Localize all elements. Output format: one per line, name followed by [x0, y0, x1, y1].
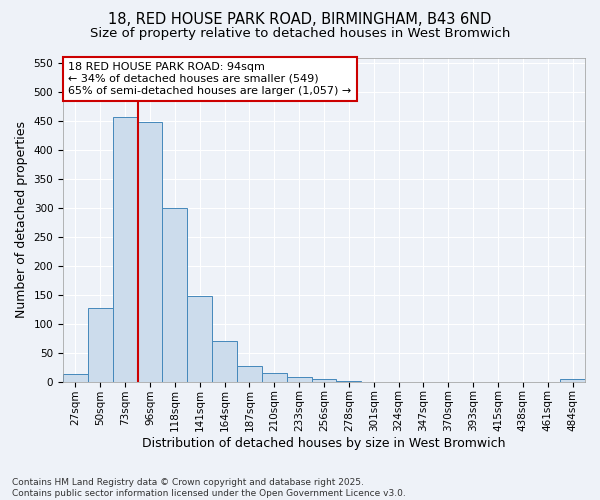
Bar — [311, 380, 337, 382]
X-axis label: Distribution of detached houses by size in West Bromwich: Distribution of detached houses by size … — [142, 437, 506, 450]
Text: 18, RED HOUSE PARK ROAD, BIRMINGHAM, B43 6ND: 18, RED HOUSE PARK ROAD, BIRMINGHAM, B43… — [109, 12, 491, 28]
Bar — [337, 381, 361, 382]
Text: Size of property relative to detached houses in West Bromwich: Size of property relative to detached ho… — [90, 28, 510, 40]
Bar — [137, 122, 163, 382]
Bar — [287, 377, 311, 382]
Bar — [63, 374, 88, 382]
Bar — [560, 379, 585, 382]
Bar — [187, 296, 212, 382]
Bar — [88, 308, 113, 382]
Bar — [262, 373, 287, 382]
Bar — [163, 208, 187, 382]
Text: 18 RED HOUSE PARK ROAD: 94sqm
← 34% of detached houses are smaller (549)
65% of : 18 RED HOUSE PARK ROAD: 94sqm ← 34% of d… — [68, 62, 352, 96]
Text: Contains HM Land Registry data © Crown copyright and database right 2025.
Contai: Contains HM Land Registry data © Crown c… — [12, 478, 406, 498]
Y-axis label: Number of detached properties: Number of detached properties — [15, 121, 28, 318]
Bar — [237, 366, 262, 382]
Bar — [113, 117, 137, 382]
Bar — [212, 341, 237, 382]
